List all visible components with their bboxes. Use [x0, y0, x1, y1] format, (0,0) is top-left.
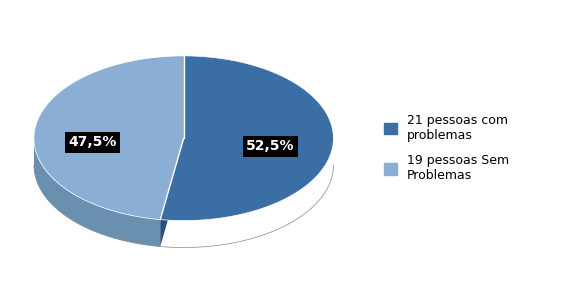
Polygon shape	[160, 138, 184, 246]
Polygon shape	[160, 56, 333, 220]
Polygon shape	[34, 56, 184, 220]
Legend: 21 pessoas com
problemas, 19 pessoas Sem
Problemas: 21 pessoas com problemas, 19 pessoas Sem…	[379, 109, 514, 187]
Text: 52,5%: 52,5%	[246, 139, 294, 153]
Polygon shape	[34, 138, 160, 246]
Text: 47,5%: 47,5%	[68, 135, 117, 149]
